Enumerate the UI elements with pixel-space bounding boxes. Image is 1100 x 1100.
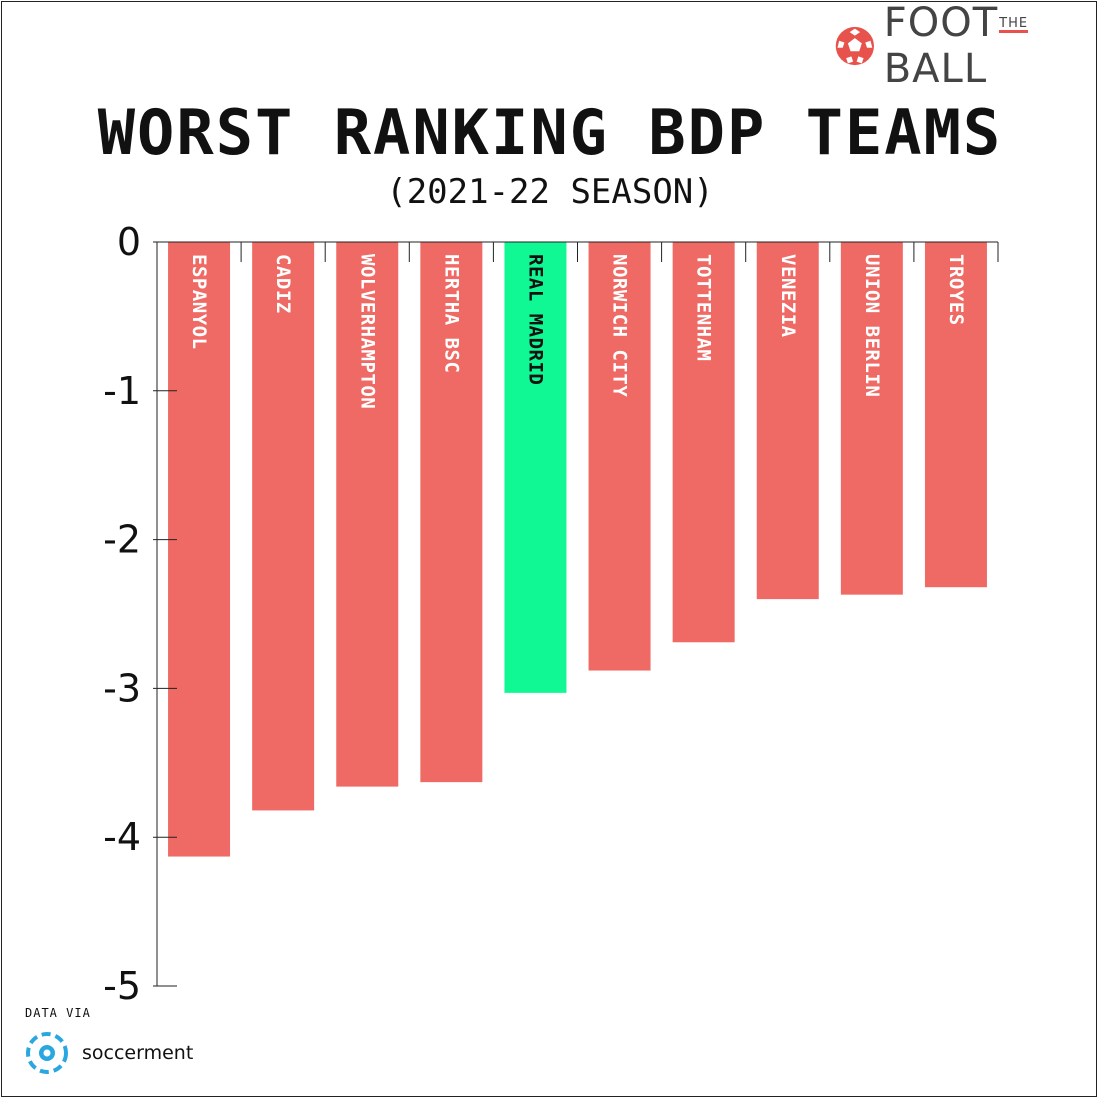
chart-subtitle: (2021-22 SEASON): [386, 172, 714, 212]
credit-label: DATA VIA: [25, 1006, 91, 1020]
bar-hertha-bsc: [420, 242, 483, 783]
y-tick-label: 0: [117, 220, 141, 264]
brand-wordmark: FOOTTHE BALL: [884, 0, 1100, 92]
bar-label: UNION BERLIN: [861, 254, 883, 397]
bar-union-berlin: [840, 242, 903, 595]
bar-troyes: [924, 242, 987, 588]
bar-label: ESPANYOL: [188, 254, 210, 350]
football-icon: [835, 26, 874, 66]
bar-venezia: [756, 242, 819, 600]
brand-ball: BALL: [883, 46, 988, 92]
bar-real-madrid: [504, 242, 567, 693]
y-tick-label: -4: [103, 815, 141, 859]
credit-source: soccerment: [82, 1042, 194, 1064]
brand-logo: FOOTTHE BALL: [834, 0, 1100, 92]
bar-label: VENEZIA: [777, 254, 799, 338]
bar-wolverhampton: [336, 242, 399, 787]
brand-foot: FOOT: [883, 0, 999, 46]
chart-title: WORST RANKING BDP TEAMS: [97, 96, 1003, 169]
y-tick-label: -3: [103, 666, 141, 710]
bar-label: TROYES: [945, 254, 967, 326]
soccerment-logo-icon: [26, 1032, 68, 1074]
bar-label: REAL MADRID: [524, 254, 546, 385]
bar-label: HERTHA BSC: [440, 254, 462, 373]
bar-label: WOLVERHAMPTON: [356, 254, 378, 409]
bar-label: NORWICH CITY: [609, 254, 631, 397]
bar-label: TOTTENHAM: [693, 254, 715, 361]
bar-tottenham: [672, 242, 735, 643]
bar-espanyol: [168, 242, 231, 857]
bar-label: CADIZ: [272, 254, 294, 314]
data-credit: soccerment: [22, 1028, 193, 1078]
y-tick-label: -1: [103, 369, 141, 413]
brand-the: THE: [999, 16, 1029, 33]
bar-cadiz: [252, 242, 315, 811]
y-tick-label: -5: [103, 964, 141, 1008]
y-tick-label: -2: [103, 518, 141, 562]
bar-norwich-city: [588, 242, 651, 671]
